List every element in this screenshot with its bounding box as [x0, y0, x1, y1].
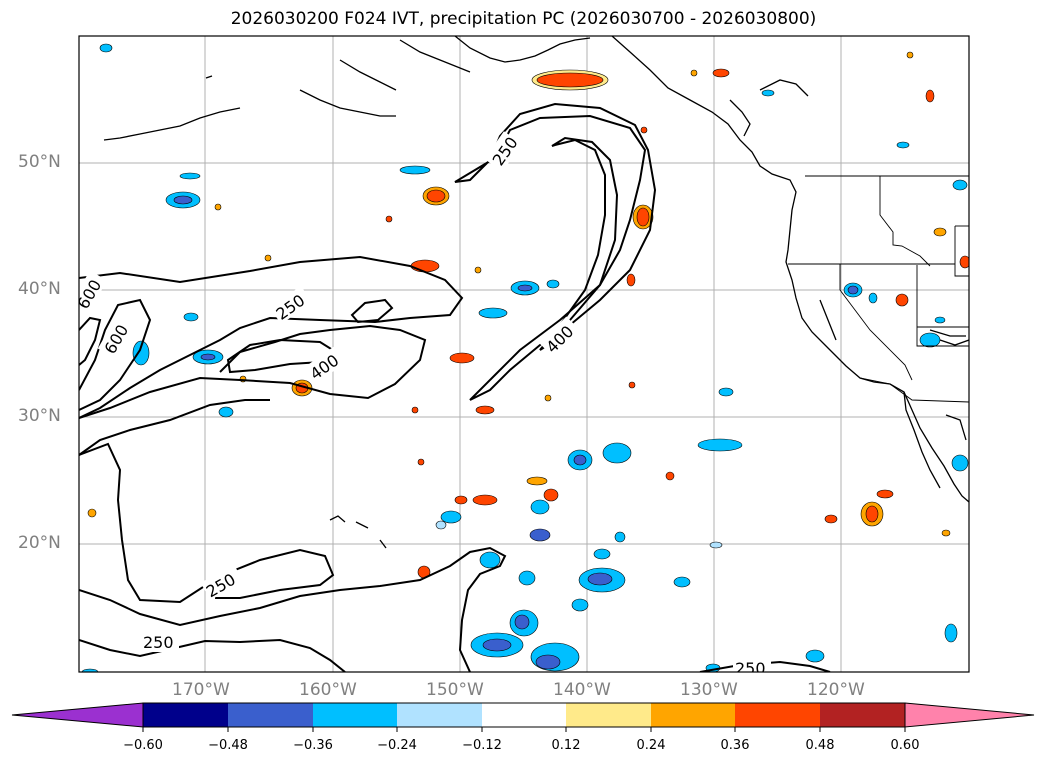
colorbar-tick-label: 0.60 — [890, 738, 920, 753]
precip-negative-areas — [81, 43, 969, 672]
colorbar — [11, 702, 1035, 732]
colorbar-extend-low — [11, 702, 144, 728]
colorbar-tick-label: −0.48 — [208, 738, 248, 753]
coastlines — [103, 36, 969, 549]
colorbar-segment-2 — [228, 703, 313, 727]
lon-label-120w: 120°W — [807, 680, 865, 700]
plot-frame — [78, 35, 970, 673]
lon-label-140w: 140°W — [553, 680, 611, 700]
colorbar-tick-label: 0.12 — [551, 738, 581, 753]
lon-label-160w: 160°W — [299, 680, 357, 700]
lon-label-150w: 150°W — [426, 680, 484, 700]
colorbar-segment-7 — [651, 703, 735, 727]
colorbar-segment-5 — [482, 703, 566, 727]
lon-label-130w: 130°W — [680, 680, 738, 700]
colorbar-tick-label: 0.48 — [805, 738, 835, 753]
colorbar-segment-9 — [820, 703, 905, 727]
contour-label-250-d: 250 — [143, 633, 174, 652]
contour-label-250-e: 250 — [735, 659, 766, 678]
colorbar-segment-6 — [566, 703, 651, 727]
lon-label-170w: 170°W — [172, 680, 230, 700]
colorbar-segment-3 — [313, 703, 397, 727]
colorbar-tick-label: 0.24 — [636, 738, 666, 753]
precip-positive-areas — [87, 51, 969, 579]
lat-label-50n: 50°N — [18, 152, 61, 172]
political-borders — [788, 175, 969, 403]
colorbar-tick-label: −0.24 — [377, 738, 417, 753]
lat-label-30n: 30°N — [18, 406, 61, 426]
colorbar-segment-1 — [143, 703, 228, 727]
lat-label-40n: 40°N — [18, 279, 61, 299]
ivt-contours — [79, 102, 831, 672]
colorbar-tick-label: −0.12 — [462, 738, 502, 753]
colorbar-segment-8 — [735, 703, 820, 727]
colorbar-segment-4 — [397, 703, 482, 727]
map-title: 2026030200 F024 IVT, precipitation PC (2… — [230, 9, 817, 29]
colorbar-tick-label: 0.36 — [720, 738, 750, 753]
plot-area — [79, 36, 969, 672]
colorbar-extend-high — [904, 702, 1035, 728]
lat-label-20n: 20°N — [18, 533, 61, 553]
colorbar-tick-label: −0.36 — [293, 738, 333, 753]
colorbar-tick-label: −0.60 — [123, 738, 163, 753]
